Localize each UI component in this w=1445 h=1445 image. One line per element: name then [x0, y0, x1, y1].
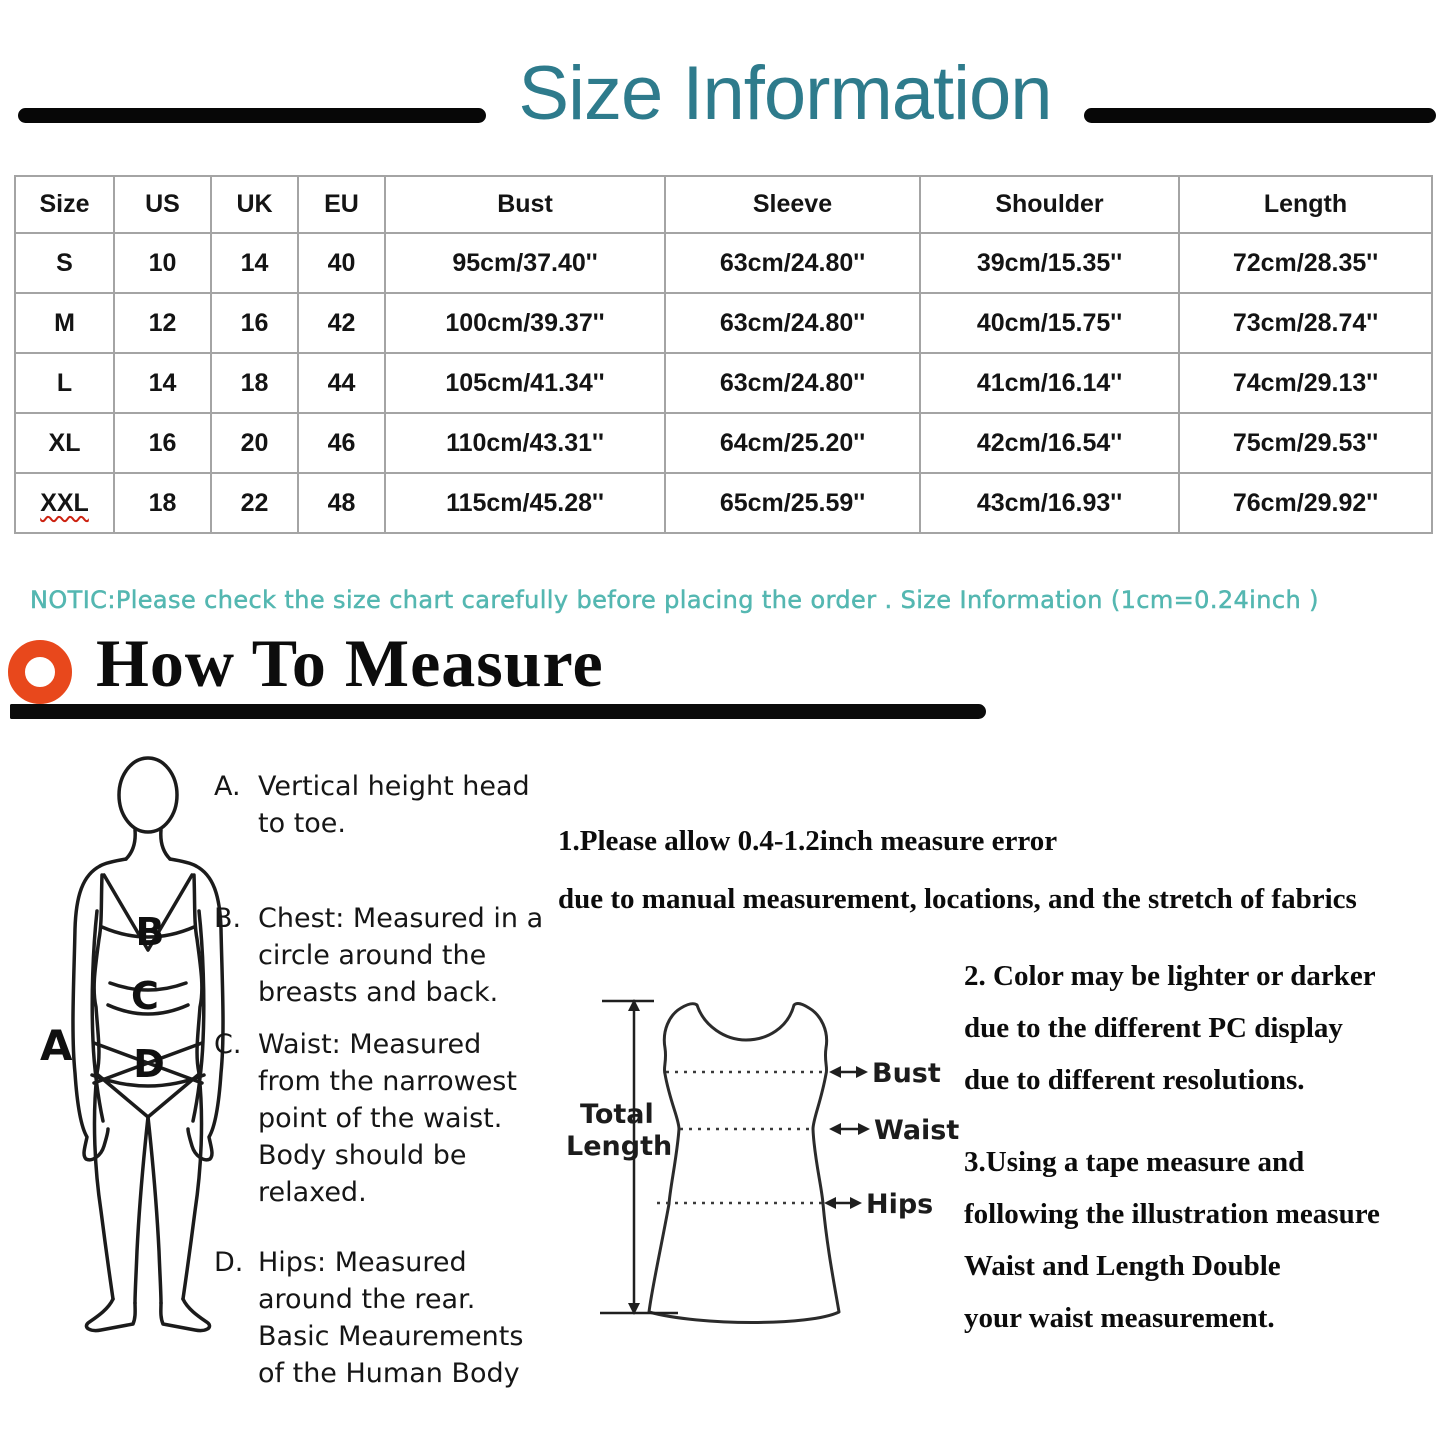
table-row: XL 16 20 46 110cm/43.31'' 64cm/25.20'' 42cm/16… — [14, 412, 1433, 474]
step-text: Hips: Measured around the rear. Basic Me… — [258, 1247, 524, 1389]
table-cell: 65cm/25.59'' — [664, 472, 921, 534]
how-to-measure-heading: How To Measure — [96, 625, 604, 701]
table-cell: 18 — [210, 352, 299, 414]
title-divider-right — [1084, 108, 1436, 123]
column-header: UK — [210, 175, 299, 234]
column-header: Size — [14, 175, 115, 234]
table-cell: 75cm/29.53'' — [1178, 412, 1433, 474]
total-length-arrow — [600, 999, 678, 1315]
step-label: B. — [214, 903, 242, 934]
table-cell: 74cm/29.13'' — [1178, 352, 1433, 414]
measure-step-c: C. Waist: Measured from the narrowest po… — [214, 1026, 517, 1211]
dress-diagram: Total Length Bust Waist Hips — [566, 999, 959, 1324]
column-header: Sleeve — [664, 175, 921, 234]
table-cell: 73cm/28.74'' — [1178, 292, 1433, 354]
table-cell: 48 — [297, 472, 386, 534]
table-cell: 63cm/24.80'' — [664, 232, 921, 294]
waist-label: Waist — [874, 1115, 959, 1146]
figure-label-d: D — [133, 1042, 165, 1086]
table-cell: 64cm/25.20'' — [664, 412, 921, 474]
table-cell: 42 — [297, 292, 386, 354]
title-divider-left — [18, 108, 486, 123]
waist-arrow — [829, 1123, 870, 1135]
note-2: 2. Color may be lighter or darker due to… — [964, 960, 1376, 1096]
table-cell: XL — [14, 412, 115, 474]
table-cell: 16 — [113, 412, 212, 474]
table-cell: 46 — [297, 412, 386, 474]
column-header: EU — [297, 175, 386, 234]
table-cell: 16 — [210, 292, 299, 354]
body-figure-illustration: A B C D — [40, 756, 225, 1333]
step-text: Vertical height head to toe. — [258, 771, 530, 839]
table-cell: 100cm/39.37'' — [384, 292, 666, 354]
measure-step-a: A. Vertical height head to toe. — [214, 768, 530, 842]
table-cell: 40 — [297, 232, 386, 294]
table-cell: 115cm/45.28'' — [384, 472, 666, 534]
note-1: 1.Please allow 0.4-1.2inch measure error… — [558, 825, 1357, 915]
body-outline — [71, 756, 225, 1333]
bust-arrow — [829, 1066, 868, 1078]
figure-label-a: A — [40, 1021, 73, 1070]
bust-label: Bust — [872, 1058, 941, 1089]
table-cell: 42cm/16.54'' — [919, 412, 1180, 474]
table-cell: 40cm/15.75'' — [919, 292, 1180, 354]
hips-label: Hips — [866, 1189, 933, 1220]
table-cell: 63cm/24.80'' — [664, 292, 921, 354]
table-cell: 14 — [113, 352, 212, 414]
column-header: Shoulder — [919, 175, 1180, 234]
table-cell: 39cm/15.35'' — [919, 232, 1180, 294]
table-cell: 10 — [113, 232, 212, 294]
table-row: L 14 18 44 105cm/41.34'' 63cm/24.80'' 41cm/16.… — [14, 352, 1433, 414]
table-row: S 10 14 40 95cm/37.40'' 63cm/24.80'' 39cm/15.3… — [14, 232, 1433, 294]
table-cell: XXL — [14, 472, 115, 534]
table-cell: 18 — [113, 472, 212, 534]
table-cell: 44 — [297, 352, 386, 414]
size-table: Size US UK EU Bust Sleeve Shoulder Length S 10 14… — [14, 175, 1433, 534]
table-cell: 95cm/37.40'' — [384, 232, 666, 294]
table-cell: 105cm/41.34'' — [384, 352, 666, 414]
size-notice: NOTIC:Please check the size chart carefu… — [30, 586, 1319, 615]
measure-step-d: D. Hips: Measured around the rear. Basic… — [214, 1244, 523, 1392]
step-text: Chest: Measured in a circle around the b… — [258, 903, 544, 1008]
table-cell: 63cm/24.80'' — [664, 352, 921, 414]
table-cell: S — [14, 232, 115, 294]
step-label: C. — [214, 1029, 242, 1060]
step-label: D. — [214, 1247, 244, 1278]
table-cell: 14 — [210, 232, 299, 294]
hips-arrow — [824, 1197, 862, 1209]
column-header: Length — [1178, 175, 1433, 234]
step-label: A. — [214, 771, 241, 802]
table-row: M 12 16 42 100cm/39.37'' 63cm/24.80'' 40cm/15.… — [14, 292, 1433, 354]
table-row: XXL 18 22 48 115cm/45.28'' 65cm/25.59'' 43cm/1… — [14, 472, 1433, 534]
table-cell: M — [14, 292, 115, 354]
table-cell: L — [14, 352, 115, 414]
size-table-head: Size US UK EU Bust Sleeve Shoulder Length — [14, 175, 1433, 234]
table-cell: 76cm/29.92'' — [1178, 472, 1433, 534]
table-cell: 41cm/16.14'' — [919, 352, 1180, 414]
table-cell: 43cm/16.93'' — [919, 472, 1180, 534]
figure-label-b: B — [136, 910, 165, 954]
table-cell: 22 — [210, 472, 299, 534]
table-cell: 20 — [210, 412, 299, 474]
measure-step-b: B. Chest: Measured in a circle around th… — [214, 900, 543, 1011]
size-table-body: S 10 14 40 95cm/37.40'' 63cm/24.80'' 39cm/15.3… — [14, 232, 1433, 534]
total-length-label-line1: Total — [580, 1099, 654, 1130]
column-header: Bust — [384, 175, 666, 234]
heading-underline — [10, 704, 986, 719]
page-title: Size Information — [518, 51, 1052, 136]
note-3: 3.Using a tape measure and following the… — [964, 1146, 1380, 1334]
orange-ring-icon — [8, 640, 72, 704]
dress-outline — [647, 1002, 841, 1324]
table-cell: 12 — [113, 292, 212, 354]
total-length-label-line2: Length — [566, 1131, 672, 1162]
step-text: Waist: Measured from the narrowest point… — [258, 1029, 517, 1208]
column-header: US — [113, 175, 212, 234]
figure-label-c: C — [131, 974, 159, 1018]
table-cell: 72cm/28.35'' — [1178, 232, 1433, 294]
table-cell: 110cm/43.31'' — [384, 412, 666, 474]
